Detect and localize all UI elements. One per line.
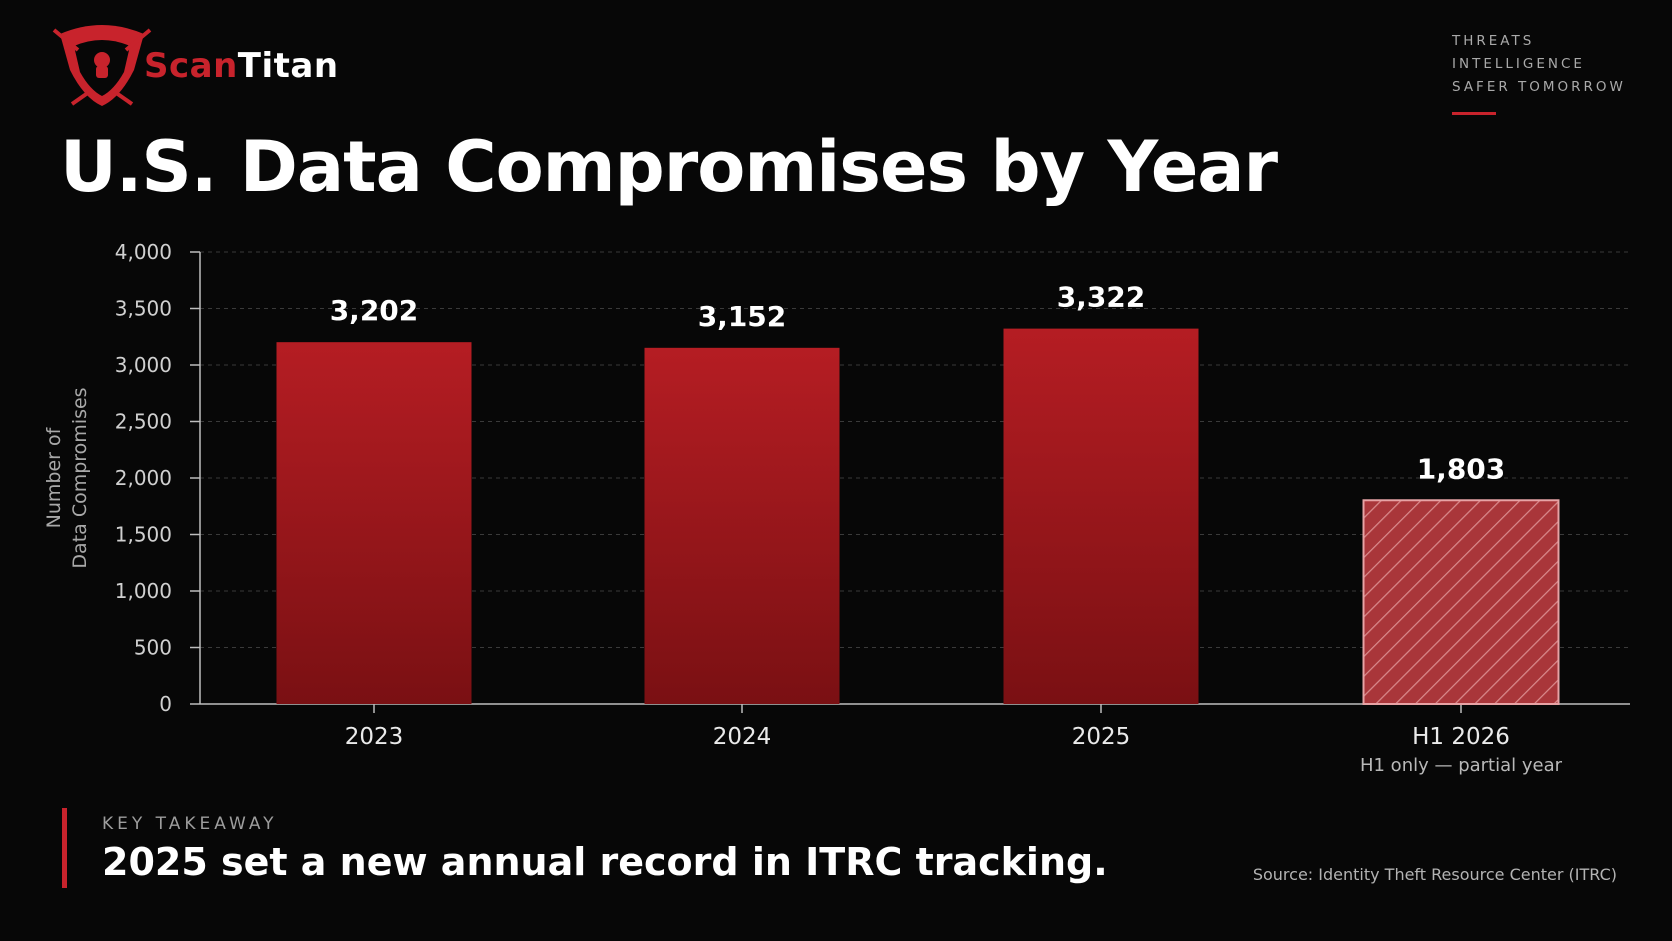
bar bbox=[276, 342, 472, 704]
takeaway-kicker: KEY TAKEAWAY bbox=[102, 814, 278, 834]
bar-value-label: 3,322 bbox=[1057, 281, 1146, 314]
x-tick-label: 2023 bbox=[345, 724, 404, 750]
bar-value-label: 3,152 bbox=[698, 300, 787, 333]
y-tick-label: 2,000 bbox=[115, 466, 172, 490]
tagline-line-2: INTELLIGENCE bbox=[1452, 56, 1585, 72]
y-tick-label: 0 bbox=[159, 692, 172, 716]
brand-name: ScanTitan bbox=[144, 46, 339, 86]
y-tick-label: 3,500 bbox=[115, 297, 172, 321]
y-tick-label: 1,500 bbox=[115, 523, 172, 547]
source-note: Source: Identity Theft Resource Center (… bbox=[1252, 865, 1617, 884]
bar-value-label: 3,202 bbox=[330, 294, 419, 327]
bar bbox=[644, 347, 840, 704]
bar-chart: 0 500 1,000 1,500 2,000 2,500 3,000 3,500 4,000 N… bbox=[43, 240, 1630, 776]
chart-bars bbox=[276, 328, 1560, 705]
x-tick-label: 2025 bbox=[1072, 724, 1131, 750]
bar-value-label: 1,803 bbox=[1417, 452, 1506, 485]
bar-partial bbox=[1362, 499, 1560, 705]
brand-logo: ScanTitan bbox=[52, 20, 382, 112]
x-tick-sublabel: H1 only — partial year bbox=[1360, 755, 1563, 776]
brand-tagline: THREATS INTELLIGENCE SAFER TOMORROW bbox=[1452, 30, 1626, 99]
y-axis-label: Number of Data Compromises bbox=[43, 387, 91, 568]
page-title: U.S. Data Compromises by Year bbox=[60, 126, 1278, 208]
y-tick-label: 2,500 bbox=[115, 410, 172, 434]
tagline-line-3: SAFER TOMORROW bbox=[1452, 79, 1626, 95]
y-tick-label: 500 bbox=[134, 636, 172, 660]
y-tick-label: 3,000 bbox=[115, 353, 172, 377]
y-tick-label: 4,000 bbox=[115, 240, 172, 264]
brand-name-part2: Titan bbox=[237, 46, 339, 86]
takeaway-text: 2025 set a new annual record in ITRC tra… bbox=[102, 840, 1108, 884]
y-tick-label: 1,000 bbox=[115, 579, 172, 603]
x-tick-label: H1 2026 bbox=[1412, 724, 1510, 750]
takeaway-accent-bar bbox=[62, 808, 67, 888]
chart-labels: 0 500 1,000 1,500 2,000 2,500 3,000 3,500 4,000 N… bbox=[43, 240, 1563, 776]
bar bbox=[1003, 328, 1199, 704]
chart-gridlines bbox=[200, 251, 1630, 648]
tagline-accent-bar bbox=[1452, 112, 1496, 115]
brand-name-part1: Scan bbox=[144, 46, 238, 86]
x-tick-label: 2024 bbox=[713, 724, 772, 750]
tagline-line-1: THREATS bbox=[1452, 33, 1535, 49]
shield-logo-icon bbox=[52, 25, 152, 106]
